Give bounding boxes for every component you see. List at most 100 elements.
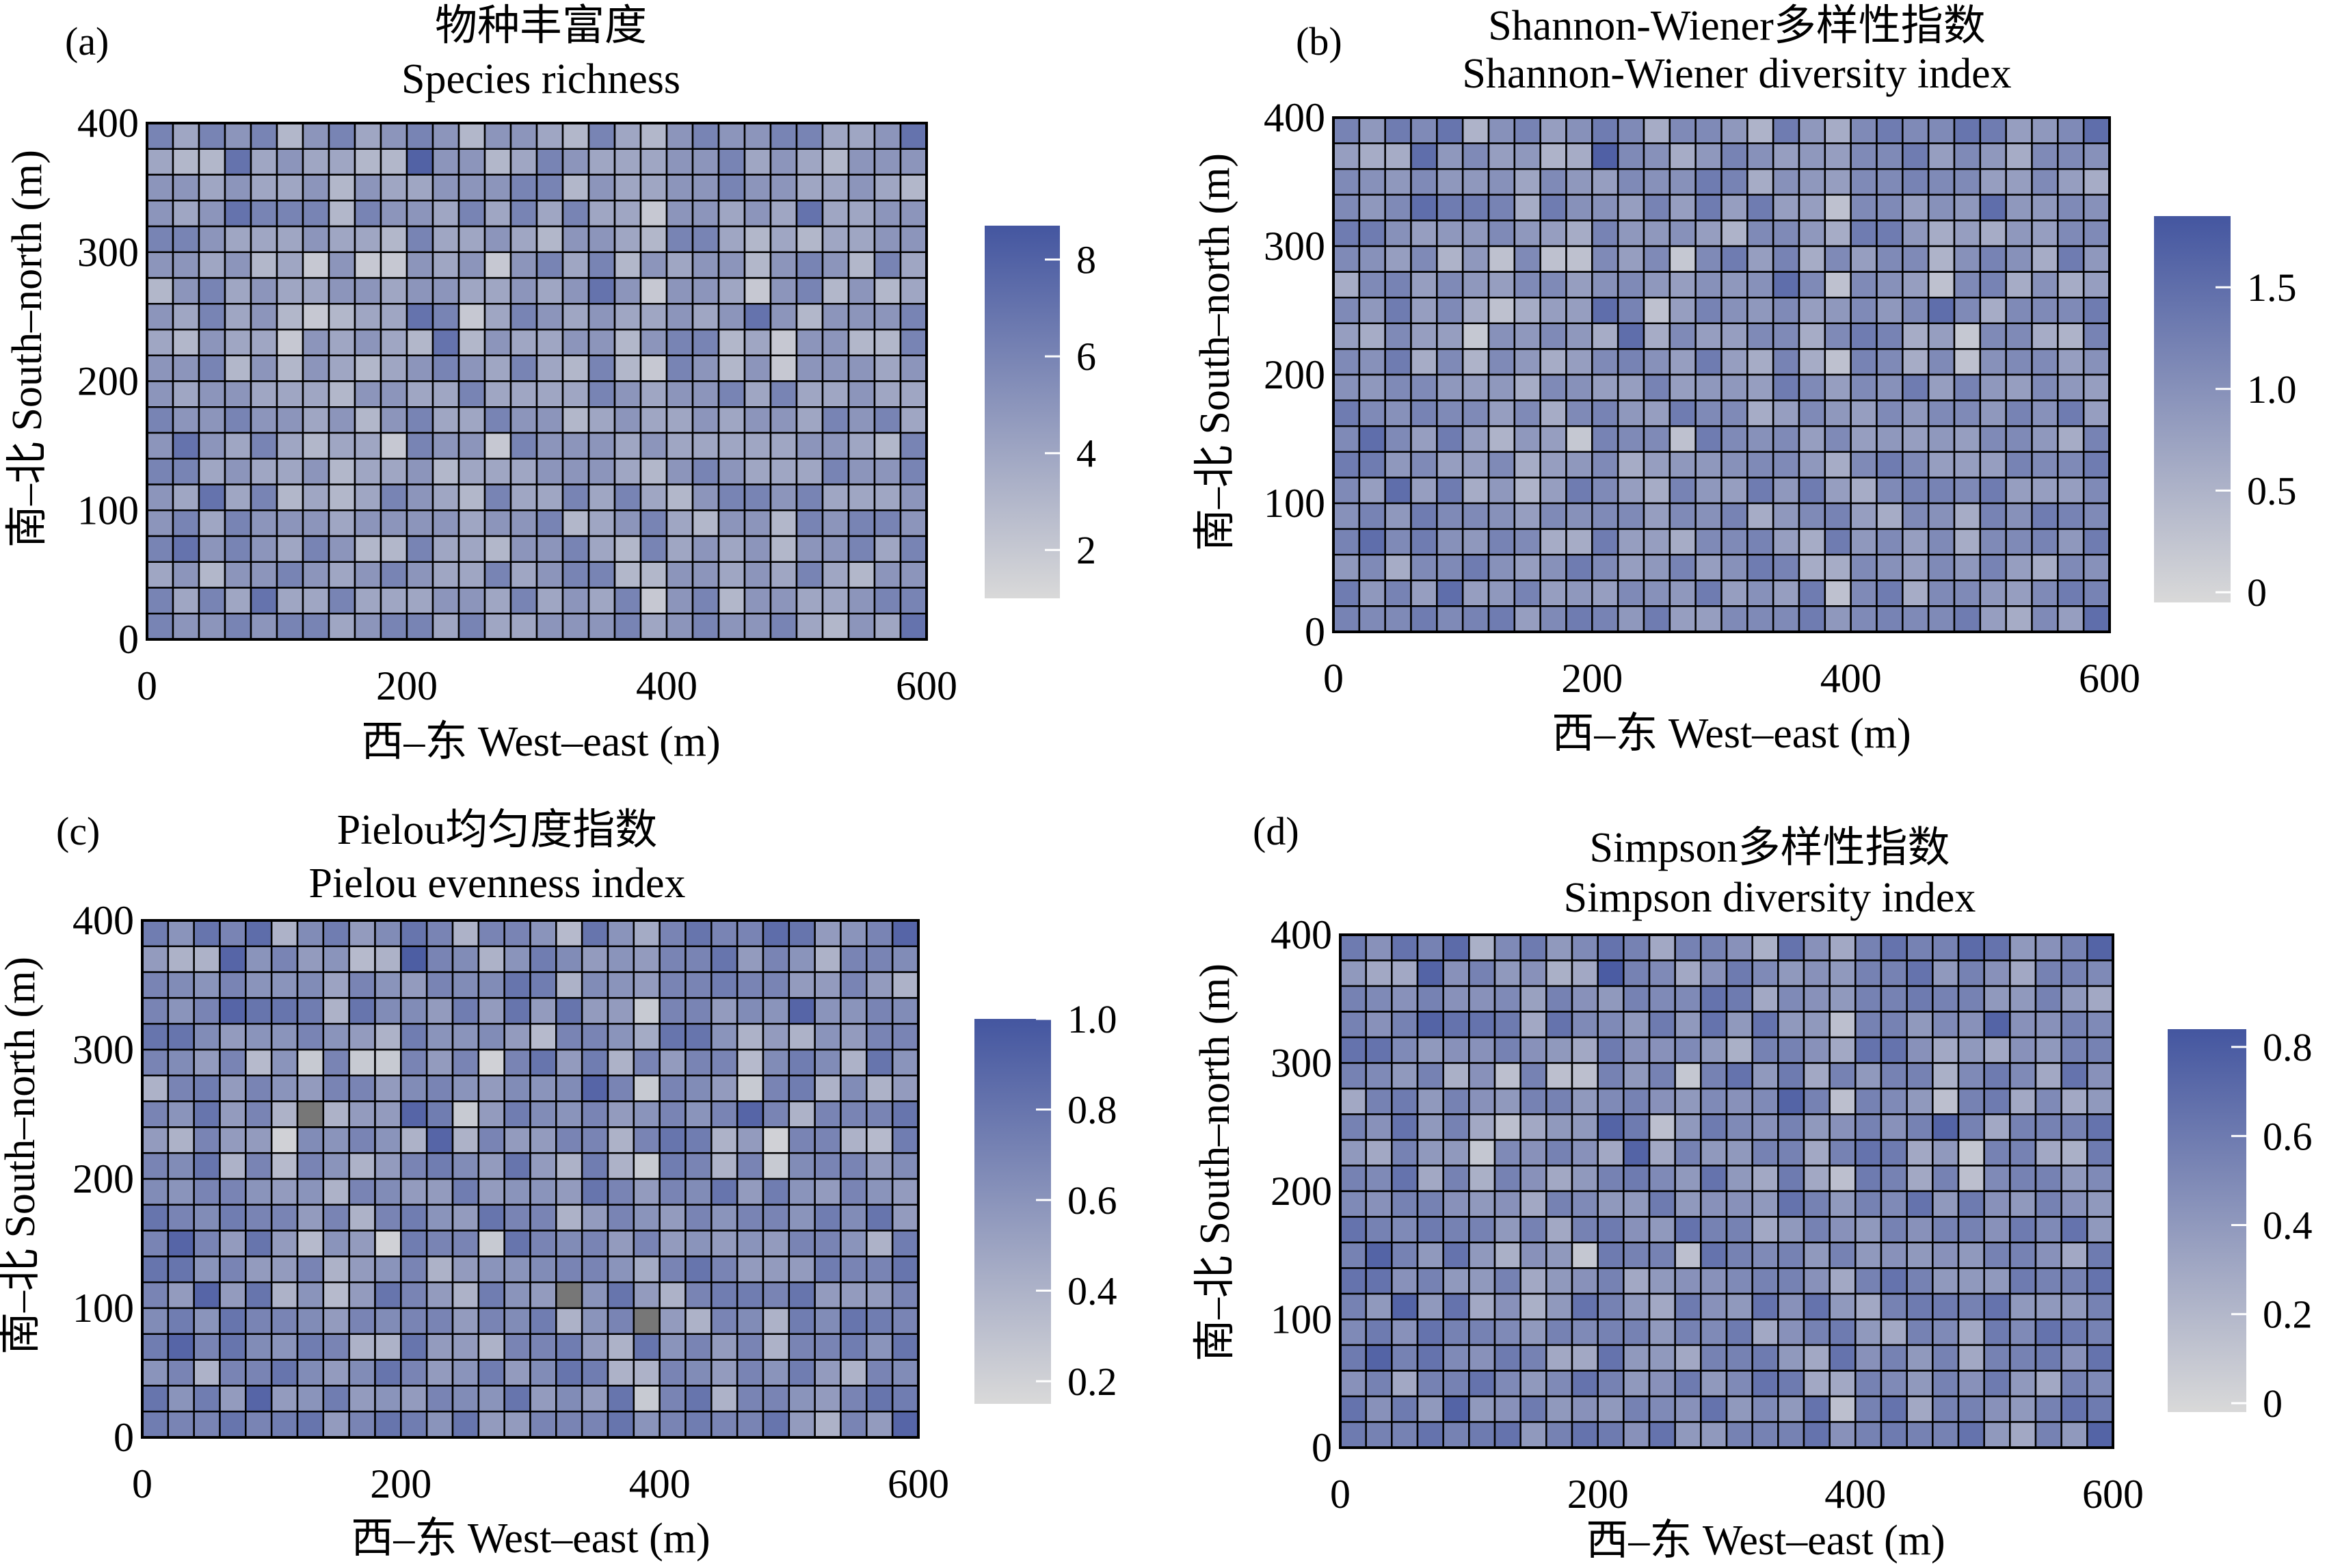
heatmap-cell bbox=[788, 919, 816, 948]
heatmap-cell bbox=[736, 1410, 764, 1439]
heatmap-cell bbox=[1902, 399, 1930, 427]
heatmap-cell bbox=[561, 561, 590, 589]
heatmap-cell bbox=[1957, 985, 1985, 1013]
heatmap-cell bbox=[736, 1230, 764, 1258]
heatmap-cell bbox=[691, 174, 720, 202]
heatmap-cell bbox=[1983, 1113, 2011, 1141]
heatmap-cell bbox=[400, 1281, 428, 1310]
heatmap-cell bbox=[296, 1152, 325, 1180]
y-tick-label: 100 bbox=[72, 1286, 134, 1331]
heatmap-cell bbox=[1571, 933, 1599, 961]
heatmap-cell bbox=[477, 971, 505, 999]
heatmap-cell bbox=[2082, 271, 2111, 299]
colorbar-gradient bbox=[985, 226, 1060, 598]
heatmap-cell bbox=[1906, 985, 1934, 1013]
heatmap-cell bbox=[1332, 502, 1361, 530]
heatmap-cell bbox=[1746, 425, 1774, 453]
heatmap-cell bbox=[1906, 1421, 1934, 1449]
heatmap-cell bbox=[1880, 1421, 1908, 1449]
heatmap-cell bbox=[1643, 296, 1671, 325]
heatmap-cell bbox=[873, 148, 902, 176]
heatmap-cell bbox=[1571, 959, 1599, 987]
heatmap-cell bbox=[1725, 1241, 1753, 1269]
heatmap-cell bbox=[1957, 1241, 1985, 1269]
heatmap-cell bbox=[1591, 142, 1619, 170]
heatmap-cell bbox=[1694, 553, 1723, 582]
heatmap-cell bbox=[380, 303, 408, 331]
heatmap-cell bbox=[1461, 245, 1490, 273]
heatmap-cell bbox=[1571, 1318, 1599, 1346]
heatmap-cell bbox=[193, 1048, 221, 1077]
heatmap-cell bbox=[1519, 1344, 1547, 1372]
heatmap-cell bbox=[1384, 399, 1412, 427]
heatmap-cell bbox=[380, 328, 408, 356]
x-tick-label: 200 bbox=[1561, 656, 1623, 701]
heatmap-cell bbox=[1513, 194, 1541, 222]
heatmap-cell bbox=[1674, 1370, 1702, 1398]
heatmap-cell bbox=[1953, 553, 1982, 582]
heatmap-cell bbox=[788, 1255, 816, 1284]
heatmap-cell bbox=[1906, 1370, 1934, 1398]
heatmap-cell bbox=[587, 148, 616, 176]
heatmap-cell bbox=[581, 1281, 609, 1310]
heatmap-cell bbox=[400, 1204, 428, 1232]
heatmap-cell bbox=[1772, 220, 1800, 248]
heatmap-cell bbox=[1461, 373, 1490, 401]
heatmap-cell bbox=[1487, 579, 1516, 607]
heatmap-cell bbox=[1648, 1241, 1676, 1269]
heatmap-cell bbox=[1332, 322, 1361, 350]
heatmap-cell bbox=[172, 509, 200, 537]
heatmap-cell bbox=[665, 303, 694, 331]
heatmap-cell bbox=[451, 1100, 480, 1128]
heatmap-cell bbox=[219, 1359, 247, 1387]
heatmap-cell bbox=[2086, 1241, 2114, 1269]
heatmap-cell bbox=[172, 148, 200, 176]
heatmap-cell bbox=[717, 380, 746, 408]
heatmap-cell bbox=[1932, 985, 1960, 1013]
heatmap-cell bbox=[561, 225, 590, 253]
heatmap-cell bbox=[328, 251, 356, 279]
heatmap-cell bbox=[503, 1074, 531, 1102]
heatmap-cell bbox=[717, 457, 746, 486]
heatmap-cell bbox=[1700, 1139, 1728, 1167]
heatmap-cell bbox=[1876, 502, 1904, 530]
heatmap-cell bbox=[1487, 553, 1516, 582]
heatmap-cell bbox=[814, 1100, 842, 1128]
heatmap-cell bbox=[1365, 1011, 1393, 1039]
heatmap-cell bbox=[1617, 502, 1645, 530]
heatmap-cell bbox=[1700, 959, 1728, 987]
heatmap-cell bbox=[736, 1333, 764, 1361]
heatmap-cell bbox=[1751, 1292, 1779, 1320]
heatmap-cell bbox=[457, 122, 486, 150]
y-tick-label: 300 bbox=[77, 230, 139, 275]
heatmap-cell bbox=[1365, 959, 1393, 987]
heatmap-cell bbox=[2057, 142, 2085, 170]
heatmap-cell bbox=[348, 1307, 376, 1336]
heatmap-cell bbox=[1829, 1062, 1857, 1090]
x-tick-label: 600 bbox=[896, 663, 957, 708]
heatmap-cell bbox=[736, 1359, 764, 1387]
heatmap-cell bbox=[1824, 194, 1852, 222]
heatmap-cell bbox=[1953, 605, 1982, 633]
heatmap-cell bbox=[270, 1333, 299, 1361]
heatmap-cell bbox=[1876, 168, 1904, 196]
heatmap-cell bbox=[613, 174, 642, 202]
heatmap-cell bbox=[425, 1126, 454, 1154]
heatmap-cell bbox=[1674, 959, 1702, 987]
heatmap-cell bbox=[529, 1074, 557, 1102]
heatmap-cell bbox=[2082, 477, 2111, 505]
y-tick-label: 300 bbox=[72, 1027, 134, 1072]
heatmap-cell bbox=[328, 587, 356, 615]
heatmap-cell bbox=[2086, 1216, 2114, 1244]
heatmap-cell bbox=[2031, 553, 2059, 582]
heatmap-cell bbox=[1597, 1421, 1625, 1449]
heatmap-cell bbox=[691, 587, 720, 615]
heatmap-cell bbox=[1953, 322, 1982, 350]
heatmap-cell bbox=[198, 561, 226, 589]
heatmap-cell bbox=[1365, 933, 1393, 961]
heatmap-cell bbox=[795, 535, 824, 563]
heatmap-cell bbox=[1700, 1241, 1728, 1269]
heatmap-cell bbox=[814, 1126, 842, 1154]
heatmap-cell bbox=[1906, 1292, 1934, 1320]
heatmap-cell bbox=[1597, 933, 1625, 961]
